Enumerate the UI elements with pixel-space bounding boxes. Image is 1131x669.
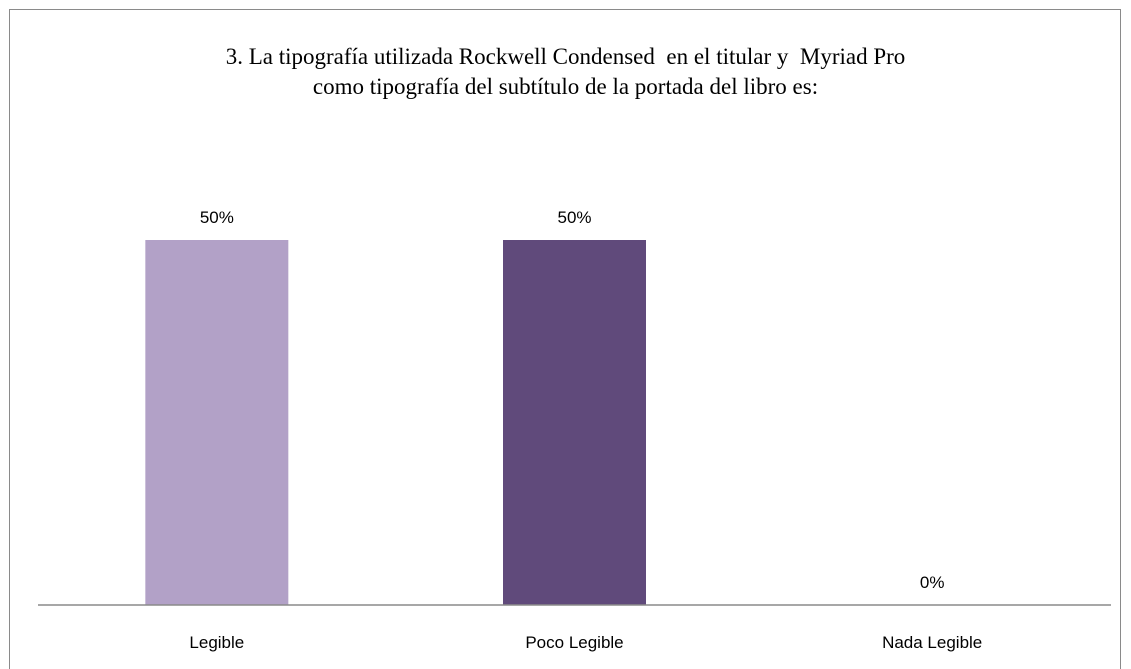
chart-title: 3. La tipografía utilizada Rockwell Cond…	[225, 44, 906, 99]
bar-legible	[145, 240, 289, 605]
data-label: 50%	[557, 208, 591, 227]
category-label: Legible	[189, 633, 244, 652]
data-label: 50%	[200, 208, 234, 227]
bar-poco-legible	[503, 240, 646, 605]
category-label: Nada Legible	[882, 633, 982, 652]
category-label: Poco Legible	[525, 633, 623, 652]
data-label: 0%	[920, 573, 945, 592]
chart-frame	[9, 9, 1121, 669]
